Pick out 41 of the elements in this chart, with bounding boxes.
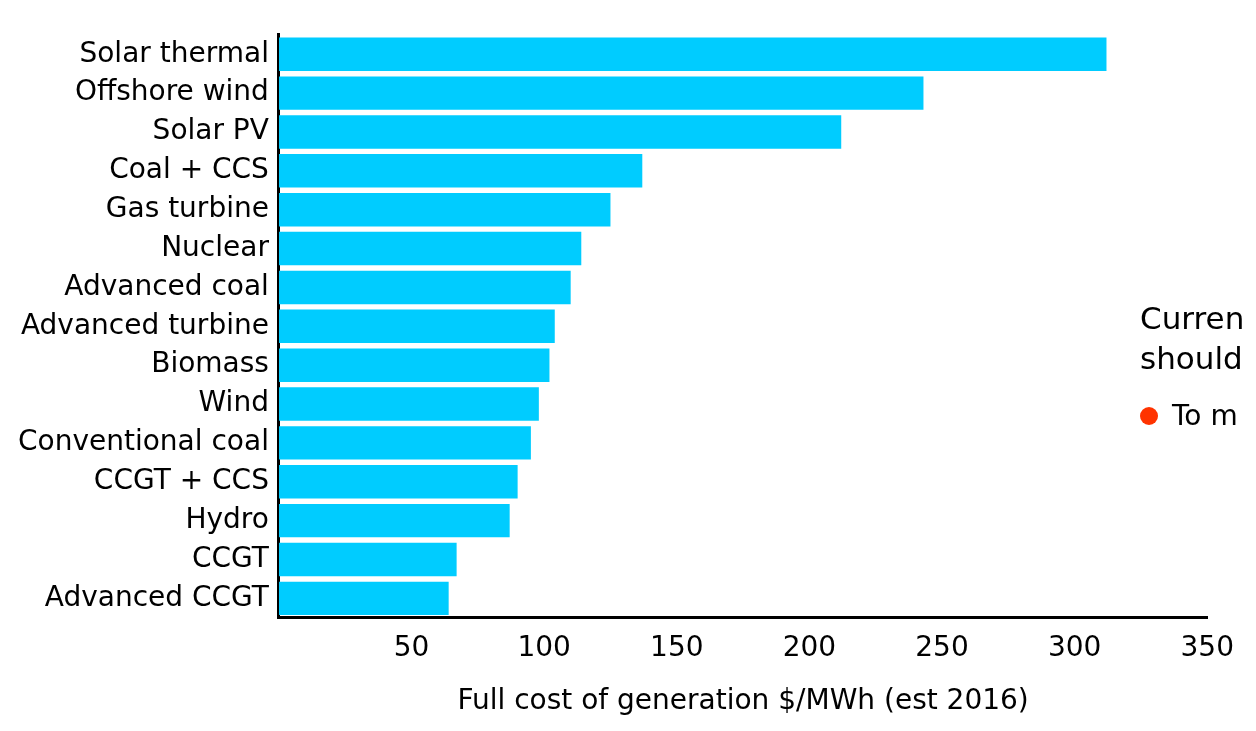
bar [278,348,550,382]
y-tick-label: Advanced CCGT [44,579,270,613]
annotation: should [1140,339,1244,378]
bar [278,581,449,616]
x-tick-label: 200 [782,629,837,663]
y-tick-label: Hydro [185,501,269,535]
bar [278,231,582,266]
y-tick-label: Solar thermal [79,35,269,69]
bar [278,192,611,227]
x-tick-label: 100 [517,629,571,663]
y-tick-label: Advanced coal [64,268,269,302]
y-tick-label: Gas turbine [105,190,269,224]
bar [278,426,531,460]
y-tick-label: Coal + CCS [109,152,269,186]
bar [278,154,643,188]
bar [278,309,555,344]
y-tick-label: Wind [198,385,269,419]
y-tick-label: CCGT + CCS [93,463,269,497]
bar [278,465,518,499]
bar [278,270,571,305]
y-tick-label: Advanced turbine [20,307,269,341]
bar [278,387,539,421]
annotation: To m [1172,398,1238,434]
x-tick-label: 50 [393,629,430,663]
x-tick-label: 300 [1047,629,1102,663]
bar [278,37,1107,71]
x-tick-label: 350 [1180,629,1234,663]
y-tick-label: Solar PV [152,113,269,147]
x-tick-label: 150 [650,629,704,663]
y-tick-label: Conventional coal [18,424,269,458]
annotation: Curren [1140,299,1245,338]
bar [278,115,842,149]
x-tick-label: 250 [915,629,969,663]
bar [278,76,924,110]
x-axis-title: Full cost of generation $/MWh (est 2016) [457,683,1029,717]
y-tick-label: Nuclear [161,229,270,263]
y-tick-label: CCGT [192,540,270,574]
y-tick-label: Biomass [151,346,269,380]
bar [278,542,457,577]
y-tick-label: Offshore wind [74,74,269,108]
bar [278,503,510,538]
